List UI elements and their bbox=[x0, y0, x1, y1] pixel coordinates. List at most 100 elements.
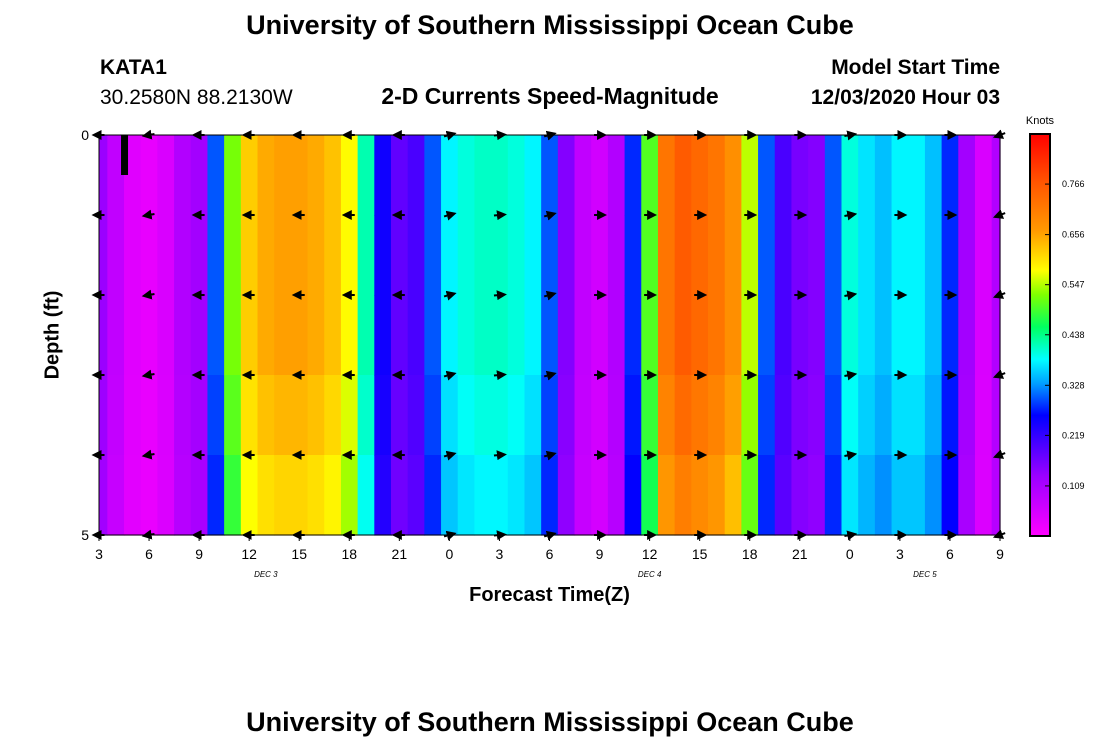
heatmap-cell bbox=[407, 295, 425, 376]
x-axis: 3 6 9 12 15 18 21 0 3 6 9 12 15 18 21 0 3 6 9 DEC 3 DEC 4 DEC… bbox=[95, 535, 1004, 579]
heatmap-cell bbox=[107, 375, 125, 456]
heatmap-cell bbox=[507, 215, 526, 296]
heatmap-cell bbox=[991, 135, 1001, 216]
heatmap-cell bbox=[841, 295, 859, 376]
heatmap-cell bbox=[574, 215, 592, 296]
heatmap-cell bbox=[958, 135, 976, 216]
heatmap-cell bbox=[908, 215, 926, 296]
heatmap-cell bbox=[224, 215, 242, 296]
heatmap-cell bbox=[140, 215, 158, 296]
heatmap-cell bbox=[908, 455, 926, 536]
heatmap-cell bbox=[741, 295, 759, 376]
x-tick-label: 6 bbox=[546, 546, 554, 562]
heatmap-cell bbox=[124, 215, 142, 296]
main-title: University of Southern Mississippi Ocean… bbox=[246, 10, 854, 40]
heatmap-cell bbox=[758, 375, 776, 456]
y-tick-label: 0 bbox=[81, 127, 89, 143]
heatmap-cell bbox=[808, 135, 826, 216]
heatmap-cell bbox=[491, 215, 509, 296]
heatmap-cell bbox=[274, 295, 292, 376]
heatmap-cell bbox=[557, 375, 576, 456]
heatmap-cell bbox=[657, 295, 676, 376]
heatmap-cell bbox=[390, 135, 409, 216]
heatmap-cell bbox=[274, 215, 292, 296]
heatmap-cell bbox=[674, 295, 692, 376]
heatmap-cell bbox=[657, 215, 676, 296]
model-start-time: 12/03/2020 Hour 03 bbox=[810, 86, 1000, 109]
heatmap-cell bbox=[958, 375, 976, 456]
heatmap-cell bbox=[791, 295, 809, 376]
heatmap-cell bbox=[491, 295, 509, 376]
heatmap-cell bbox=[624, 295, 642, 376]
heatmap-cell bbox=[457, 455, 476, 536]
current-arrow bbox=[844, 290, 858, 301]
heatmap-cell bbox=[691, 295, 709, 376]
current-arrow bbox=[443, 370, 457, 381]
heatmap-cell bbox=[591, 455, 609, 536]
heatmap-cell bbox=[974, 455, 993, 536]
x-tick-label: 3 bbox=[95, 546, 103, 562]
chart-title: 2-D Currents Speed-Magnitude bbox=[381, 83, 719, 109]
heatmap-cell bbox=[741, 455, 759, 536]
heatmap-cell bbox=[240, 135, 259, 216]
heatmap-cell bbox=[557, 455, 576, 536]
heatmap-cell bbox=[774, 215, 793, 296]
heatmap-cell bbox=[290, 135, 309, 216]
heatmap-cell bbox=[340, 455, 359, 536]
current-arrow bbox=[844, 210, 858, 221]
heatmap-cell bbox=[724, 135, 742, 216]
heatmap-cell bbox=[924, 455, 943, 536]
heatmap-cell bbox=[390, 455, 409, 536]
x-tick-label: 0 bbox=[846, 546, 854, 562]
heatmap-cell bbox=[541, 455, 559, 536]
day-label: DEC 4 bbox=[638, 570, 662, 579]
heatmap-cell bbox=[808, 215, 826, 296]
x-tick-label: 18 bbox=[341, 546, 357, 562]
x-tick-label: 6 bbox=[145, 546, 153, 562]
heatmap-cell bbox=[424, 375, 442, 456]
heatmap-cell bbox=[190, 455, 209, 536]
heatmap-cell bbox=[424, 215, 442, 296]
heatmap-cell bbox=[107, 215, 125, 296]
current-arrow bbox=[543, 210, 557, 221]
heatmap-cell bbox=[457, 375, 476, 456]
heatmap-cell bbox=[340, 375, 359, 456]
heatmap-cell bbox=[741, 215, 759, 296]
heatmap-cell bbox=[257, 135, 275, 216]
heatmap-cell bbox=[124, 295, 142, 376]
heatmap-cell bbox=[424, 295, 442, 376]
heatmap-cell bbox=[99, 295, 108, 376]
heatmap-cell bbox=[107, 135, 125, 216]
heatmap-cell bbox=[691, 375, 709, 456]
x-tick-label: 15 bbox=[291, 546, 307, 562]
current-arrow bbox=[493, 290, 507, 301]
x-tick-label: 21 bbox=[792, 546, 808, 562]
heatmap-cell bbox=[240, 375, 259, 456]
heatmap-cell bbox=[474, 135, 492, 216]
heatmap-cell bbox=[274, 135, 292, 216]
heatmap-cell bbox=[891, 375, 909, 456]
heatmap-cell bbox=[424, 135, 442, 216]
heatmap-cell bbox=[891, 295, 909, 376]
x-tick-label: 18 bbox=[742, 546, 758, 562]
current-arrow bbox=[543, 450, 557, 461]
heatmap-cell bbox=[357, 295, 375, 376]
heatmap-cell bbox=[240, 295, 259, 376]
heatmap-cell bbox=[841, 375, 859, 456]
heatmap-cell bbox=[224, 295, 242, 376]
heatmap-cell bbox=[824, 215, 843, 296]
heatmap-cell bbox=[824, 455, 843, 536]
heatmap-cell bbox=[491, 135, 509, 216]
heatmap-cell bbox=[140, 375, 158, 456]
x-tick-label: 9 bbox=[195, 546, 203, 562]
heatmap-cell bbox=[190, 375, 209, 456]
heatmap-cell bbox=[607, 135, 626, 216]
heatmap-cell bbox=[908, 295, 926, 376]
heatmap-cell bbox=[808, 455, 826, 536]
heatmap-cell bbox=[174, 215, 192, 296]
heatmap-cell bbox=[758, 455, 776, 536]
heatmap-cell bbox=[390, 295, 409, 376]
colorbar-tick-label: 0.656 bbox=[1062, 230, 1085, 240]
heatmap-cell bbox=[824, 295, 843, 376]
heatmap-cell bbox=[99, 375, 108, 456]
